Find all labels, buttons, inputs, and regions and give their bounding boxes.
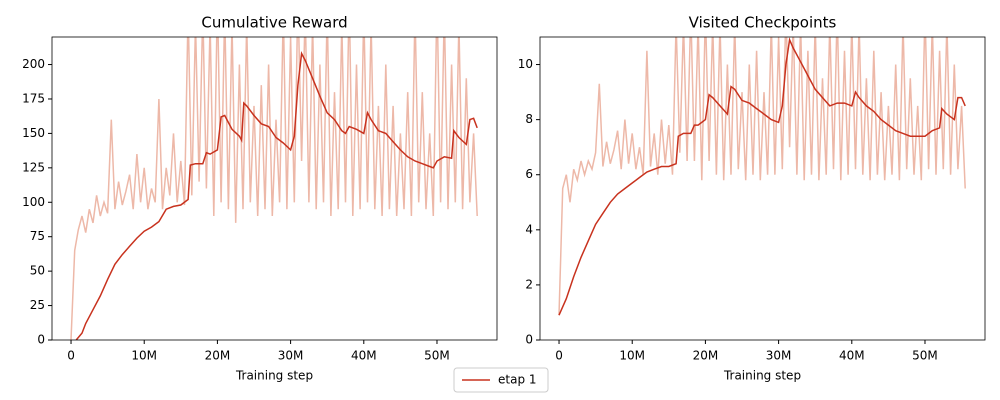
y-tick-label: 4 <box>525 222 533 236</box>
y-tick-label: 10 <box>518 57 533 71</box>
x-axis-label: Training step <box>235 369 313 383</box>
y-tick-label: 25 <box>30 298 45 312</box>
x-tick-label: 20M <box>693 349 719 363</box>
y-tick-label: 2 <box>525 277 533 291</box>
y-tick-label: 175 <box>22 91 45 105</box>
x-tick-label: 50M <box>424 349 450 363</box>
y-tick-label: 100 <box>22 195 45 209</box>
x-tick-label: 0 <box>555 349 563 363</box>
chart-title: Cumulative Reward <box>201 14 347 32</box>
y-tick-label: 150 <box>22 126 45 140</box>
x-tick-label: 30M <box>766 349 792 363</box>
y-tick-label: 75 <box>30 229 45 243</box>
x-tick-label: 50M <box>912 349 938 363</box>
y-tick-label: 8 <box>525 112 533 126</box>
x-tick-label: 10M <box>131 349 157 363</box>
series-line <box>558 37 966 316</box>
chart-title: Visited Checkpoints <box>689 14 837 32</box>
x-tick-label: 0 <box>67 349 75 363</box>
y-tick-label: 0 <box>525 333 533 347</box>
legend-label: etap 1 <box>498 373 537 387</box>
y-tick-label: 50 <box>30 264 45 278</box>
y-tick-label: 6 <box>525 167 533 181</box>
plot-frame <box>51 36 498 341</box>
y-tick-label: 125 <box>22 160 45 174</box>
series-line <box>558 37 966 316</box>
plot-frame <box>539 36 986 341</box>
x-tick-label: 20M <box>205 349 231 363</box>
x-tick-label: 10M <box>619 349 645 363</box>
x-tick-label: 40M <box>839 349 865 363</box>
x-tick-label: 30M <box>278 349 304 363</box>
x-axis-label: Training step <box>723 369 801 383</box>
y-tick-label: 0 <box>37 333 45 347</box>
series-line <box>70 37 478 340</box>
y-tick-label: 200 <box>22 57 45 71</box>
x-tick-label: 40M <box>351 349 377 363</box>
series-line <box>75 50 478 340</box>
legend-box <box>453 367 549 393</box>
